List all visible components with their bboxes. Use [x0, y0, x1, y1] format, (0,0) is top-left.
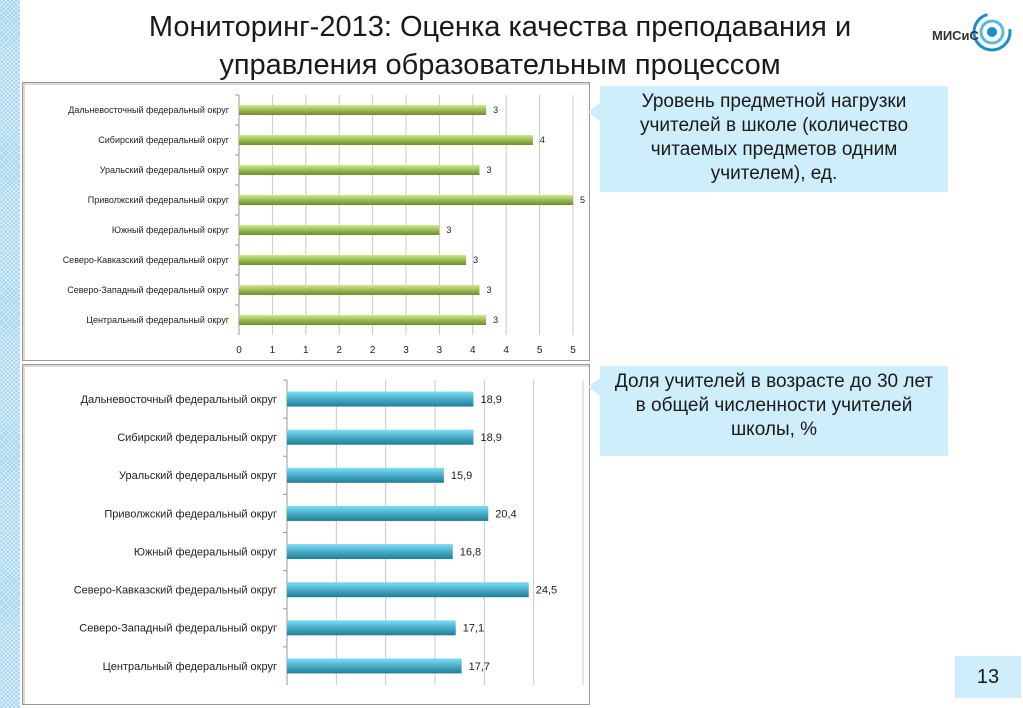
- bar: [287, 544, 453, 560]
- x-tick-label: 4: [470, 345, 476, 356]
- bar: [287, 391, 474, 407]
- category-label: Дальневосточный федеральный округ: [81, 394, 277, 406]
- x-tick-label: 2: [370, 345, 376, 356]
- category-label: Сибирский федеральный округ: [117, 432, 277, 444]
- x-tick-label: 1: [303, 345, 309, 356]
- data-label: 18,9: [480, 432, 501, 444]
- bar: [239, 255, 467, 265]
- category-label: Центральный федеральный округ: [103, 661, 277, 673]
- bar: [239, 165, 480, 175]
- category-label: Уральский федеральный округ: [100, 165, 230, 175]
- bar: [287, 620, 456, 636]
- logo-text: МИСиС: [932, 28, 980, 43]
- callout-pointer-2: [588, 378, 600, 396]
- bar: [239, 315, 487, 325]
- data-label: 3: [493, 105, 498, 115]
- misis-logo: МИСиС: [928, 8, 1020, 58]
- category-label: Северо-Кавказский федеральный округ: [74, 585, 277, 597]
- chart-subject-load-svg: Дальневосточный федеральный округ 3 Сибирс…: [63, 94, 585, 356]
- x-tick-label: 3: [403, 345, 409, 356]
- x-tick-label: 2: [336, 345, 342, 356]
- chart-subject-load: Дальневосточный федеральный округ 3 Сибирс…: [22, 82, 590, 361]
- page-title-line-2: управления образовательным процессом: [219, 49, 781, 81]
- category-label: Дальневосточный федеральный округ: [68, 105, 229, 115]
- x-tick-label: 5: [570, 345, 576, 356]
- x-tick-label: 1: [270, 345, 276, 356]
- x-tick-label: 4: [503, 345, 509, 356]
- callout-pointer-1: [588, 103, 600, 121]
- chart-young-teachers-svg: Дальневосточный федеральный округ 18,9 Сиб…: [74, 379, 584, 685]
- category-label: Сибирский федеральный округ: [98, 135, 229, 145]
- data-label: 3: [473, 255, 478, 265]
- data-label: 17,1: [463, 623, 484, 635]
- category-label: Приволжский федеральный округ: [88, 195, 230, 205]
- data-label: 4: [540, 135, 545, 145]
- bar: [287, 658, 462, 674]
- x-tick-label: 0: [236, 345, 242, 356]
- page-title-line-1: Мониторинг-2013: Оценка качества препода…: [148, 11, 852, 43]
- category-label: Приволжский федеральный округ: [104, 508, 277, 520]
- data-label: 3: [446, 225, 451, 235]
- category-label: Северо-Западный федеральный округ: [67, 285, 229, 295]
- data-label: 15,9: [451, 470, 472, 482]
- category-label: Северо-Западный федеральный округ: [79, 623, 277, 635]
- data-label: 20,4: [495, 508, 516, 520]
- misis-logo-ring-icon: МИСиС: [932, 12, 1012, 52]
- page-title: Мониторинг-2013: Оценка качества препода…: [60, 8, 940, 84]
- callout-subject-load: Уровень предметной нагрузки учителей в ш…: [600, 86, 948, 192]
- data-label: 3: [486, 285, 491, 295]
- data-label: 5: [580, 195, 585, 205]
- decorative-left-strip: [0, 0, 20, 708]
- bar: [287, 429, 474, 445]
- bar: [287, 505, 489, 521]
- bar: [239, 195, 573, 205]
- data-label: 18,9: [480, 394, 501, 406]
- data-label: 17,7: [469, 661, 490, 673]
- bar: [239, 135, 533, 145]
- bar: [239, 105, 487, 115]
- data-label: 24,5: [536, 585, 557, 597]
- category-label: Уральский федеральный округ: [119, 470, 277, 482]
- callout-young-teachers: Доля учителей в возрасте до 30 лет в общ…: [600, 366, 948, 456]
- bar: [239, 285, 480, 295]
- page-number: 13: [955, 656, 1021, 698]
- bar: [239, 225, 440, 235]
- data-label: 16,8: [460, 546, 481, 558]
- data-label: 3: [493, 315, 498, 325]
- category-label: Центральный федеральный округ: [86, 315, 229, 325]
- bar: [287, 582, 529, 598]
- bar: [287, 467, 444, 483]
- category-label: Южный федеральный округ: [134, 546, 277, 558]
- data-label: 3: [486, 165, 491, 175]
- chart-young-teachers-share: Дальневосточный федеральный округ 18,9 Сиб…: [22, 364, 590, 705]
- x-tick-label: 5: [537, 345, 543, 356]
- x-tick-label: 3: [437, 345, 443, 356]
- category-label: Северо-Кавказский федеральный округ: [63, 255, 230, 265]
- category-label: Южный федеральный округ: [112, 225, 230, 235]
